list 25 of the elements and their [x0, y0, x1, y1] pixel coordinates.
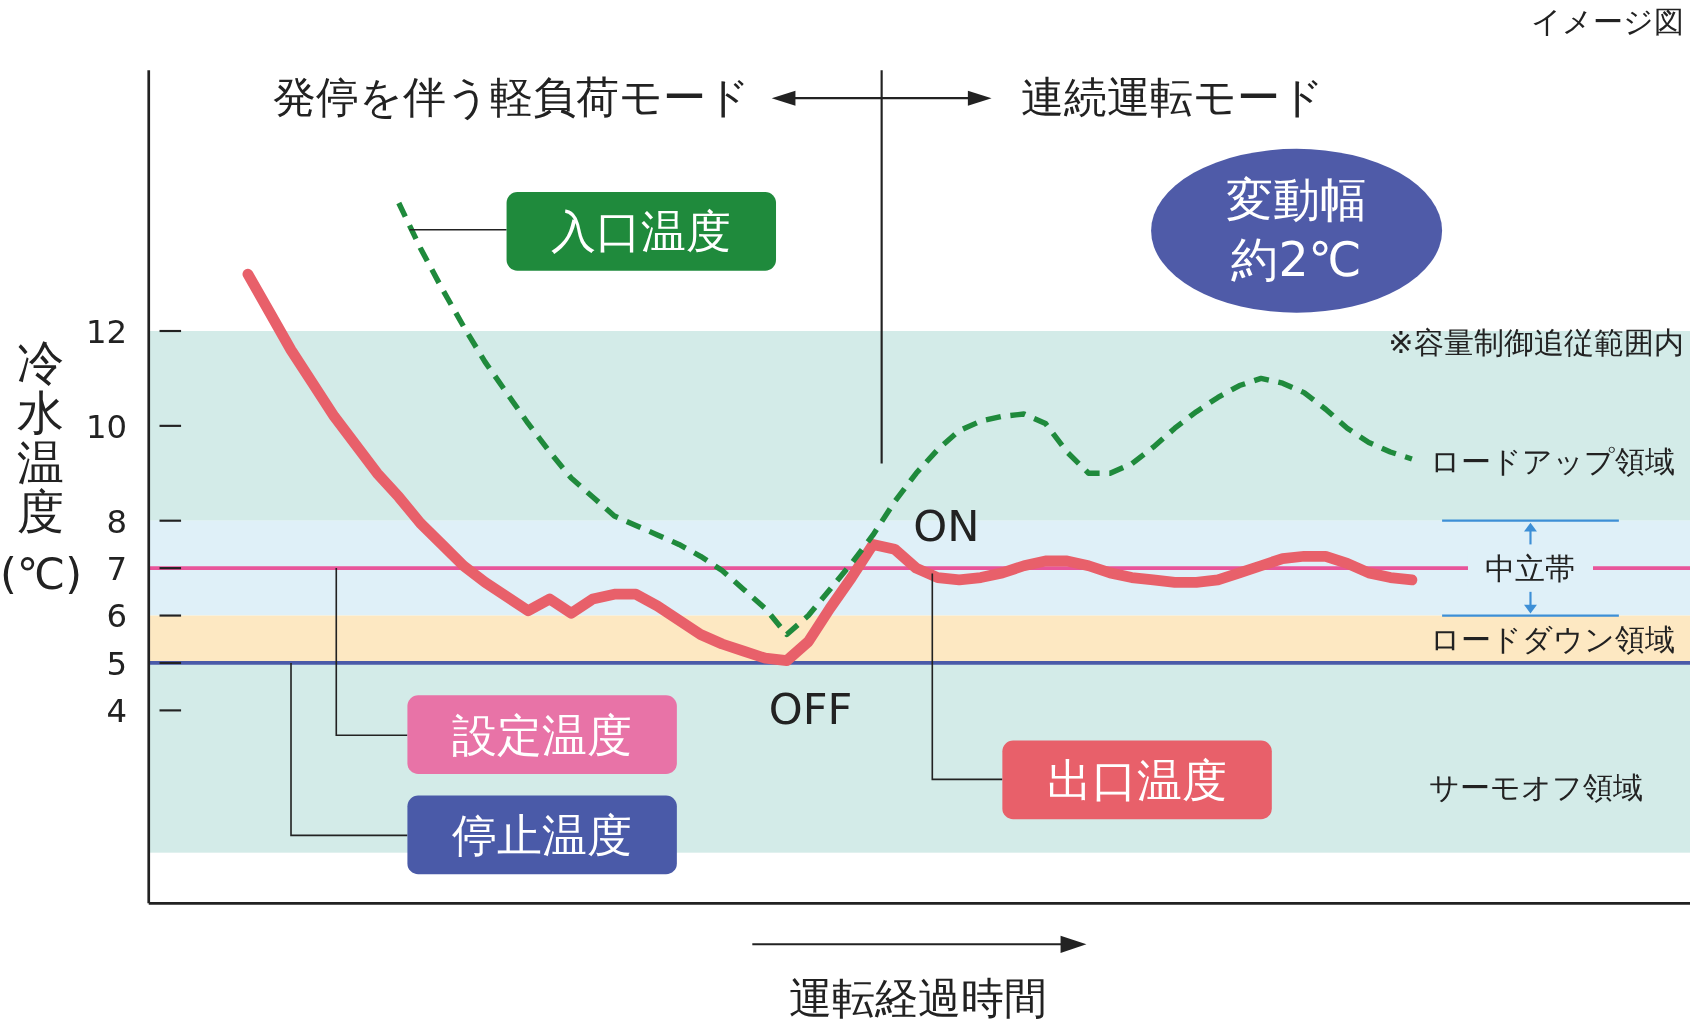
band-label: サーモオフ領域	[1428, 769, 1643, 805]
annotation: ON	[913, 501, 980, 552]
text: 入口温度	[551, 205, 732, 259]
ref-line-label: 停止温度	[452, 809, 633, 863]
band-label: 中立帯	[1485, 550, 1576, 586]
y-tick-label: 8	[106, 502, 128, 541]
annotation: 約2℃	[1231, 232, 1362, 288]
y-axis-title: 冷水温度(℃)	[0, 335, 82, 599]
annotation: 発停を伴う軽負荷モード	[273, 72, 751, 123]
annotation: 連続運転モード	[1021, 72, 1325, 123]
annotation: OFF	[768, 684, 853, 735]
text: イメージ図	[1530, 4, 1684, 40]
annotation: 変動幅	[1226, 171, 1368, 227]
text: 出口温度	[1047, 754, 1228, 808]
y-tick-label: 7	[106, 549, 128, 588]
y-tick-label: 10	[86, 407, 128, 446]
band-label: ロードアップ領域	[1429, 444, 1675, 480]
band-label: ロードダウン領域	[1429, 622, 1675, 658]
y-tick-label: 12	[86, 312, 128, 351]
ref-line-label: 設定温度	[452, 708, 633, 762]
y-tick-label: 4	[106, 692, 128, 731]
y-tick-label: 5	[106, 644, 128, 683]
x-axis-title: 運転経過時間	[789, 973, 1048, 1022]
y-tick-label: 6	[106, 597, 128, 636]
annotation: ※容量制御追従範囲内	[1388, 324, 1684, 360]
